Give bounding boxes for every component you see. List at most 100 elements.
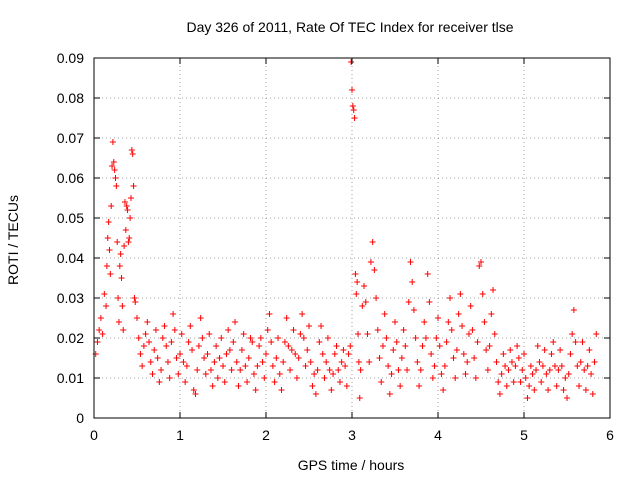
axis-ticks	[93, 57, 611, 419]
data-point	[493, 359, 500, 365]
data-point	[331, 351, 338, 357]
data-point	[195, 343, 202, 349]
x-tick-label: 4	[434, 427, 442, 443]
data-point	[259, 359, 266, 365]
data-point	[522, 375, 529, 381]
data-point	[545, 387, 552, 393]
data-point	[383, 335, 390, 341]
data-point	[292, 351, 299, 357]
data-point	[115, 319, 122, 325]
data-point	[527, 363, 534, 369]
data-point	[118, 275, 125, 281]
data-point	[104, 235, 111, 241]
data-point	[398, 355, 405, 361]
data-point	[336, 379, 343, 385]
data-point	[130, 183, 137, 189]
data-point	[459, 323, 466, 329]
data-point	[533, 367, 540, 373]
data-point	[376, 355, 383, 361]
data-point	[503, 383, 510, 389]
x-tick-label: 5	[520, 427, 528, 443]
data-point	[213, 343, 220, 349]
data-point	[414, 359, 421, 365]
y-tick-label: 0.03	[57, 290, 84, 306]
data-point	[127, 215, 134, 221]
data-point	[235, 383, 242, 389]
data-point	[101, 291, 108, 297]
data-point	[335, 367, 342, 373]
data-point	[127, 195, 134, 201]
data-point	[182, 379, 189, 385]
data-point	[233, 359, 240, 365]
data-point	[576, 383, 583, 389]
data-point	[586, 347, 593, 353]
data-point	[558, 363, 565, 369]
data-point	[111, 167, 118, 173]
data-point	[263, 351, 269, 357]
data-point	[508, 359, 515, 365]
data-point	[147, 359, 154, 365]
data-point	[108, 203, 115, 209]
data-point	[400, 327, 407, 333]
data-point	[381, 311, 388, 317]
data-point	[546, 367, 553, 373]
data-point	[581, 367, 588, 373]
data-point	[309, 383, 316, 389]
data-point	[589, 391, 596, 397]
data-point	[109, 139, 116, 145]
data-point	[548, 351, 555, 357]
data-point	[316, 339, 323, 345]
data-point	[397, 383, 404, 389]
data-point	[421, 319, 428, 325]
data-point	[551, 363, 558, 369]
data-point	[113, 183, 120, 189]
data-point	[302, 363, 309, 369]
data-point	[288, 347, 295, 353]
data-point	[424, 271, 431, 277]
data-point	[281, 339, 288, 345]
data-point	[240, 331, 247, 337]
data-point	[378, 379, 385, 385]
data-point	[472, 375, 479, 381]
data-point	[168, 339, 175, 345]
data-point	[114, 239, 121, 245]
data-point	[429, 375, 436, 381]
data-point	[177, 351, 183, 357]
data-point	[357, 367, 364, 373]
data-point	[447, 295, 454, 301]
data-point	[338, 359, 345, 365]
data-point	[361, 283, 368, 289]
data-point	[450, 355, 457, 361]
data-point	[300, 335, 307, 341]
data-point	[273, 355, 280, 361]
data-point	[431, 363, 438, 369]
data-point	[350, 107, 357, 113]
data-point	[534, 343, 541, 349]
data-point	[116, 263, 123, 269]
data-point	[175, 371, 182, 377]
data-point	[244, 379, 251, 385]
data-point	[326, 367, 333, 373]
data-point	[183, 363, 190, 369]
data-point	[469, 327, 476, 333]
data-point	[247, 335, 254, 341]
data-point	[189, 347, 196, 353]
data-point	[250, 371, 257, 377]
data-point	[343, 383, 350, 389]
y-tick-label: 0.02	[57, 330, 84, 346]
y-tick-label: 0.04	[57, 250, 84, 266]
data-point	[407, 259, 414, 265]
x-axis-title: GPS time / hours	[298, 457, 405, 473]
data-point	[572, 339, 579, 345]
data-point	[232, 319, 239, 325]
data-point	[500, 351, 507, 357]
data-point	[207, 367, 214, 373]
data-point	[354, 279, 361, 285]
data-point	[333, 343, 340, 349]
data-point	[163, 343, 170, 349]
data-point	[560, 387, 567, 393]
data-point	[496, 391, 503, 397]
data-point	[218, 335, 225, 341]
data-point	[237, 367, 244, 373]
